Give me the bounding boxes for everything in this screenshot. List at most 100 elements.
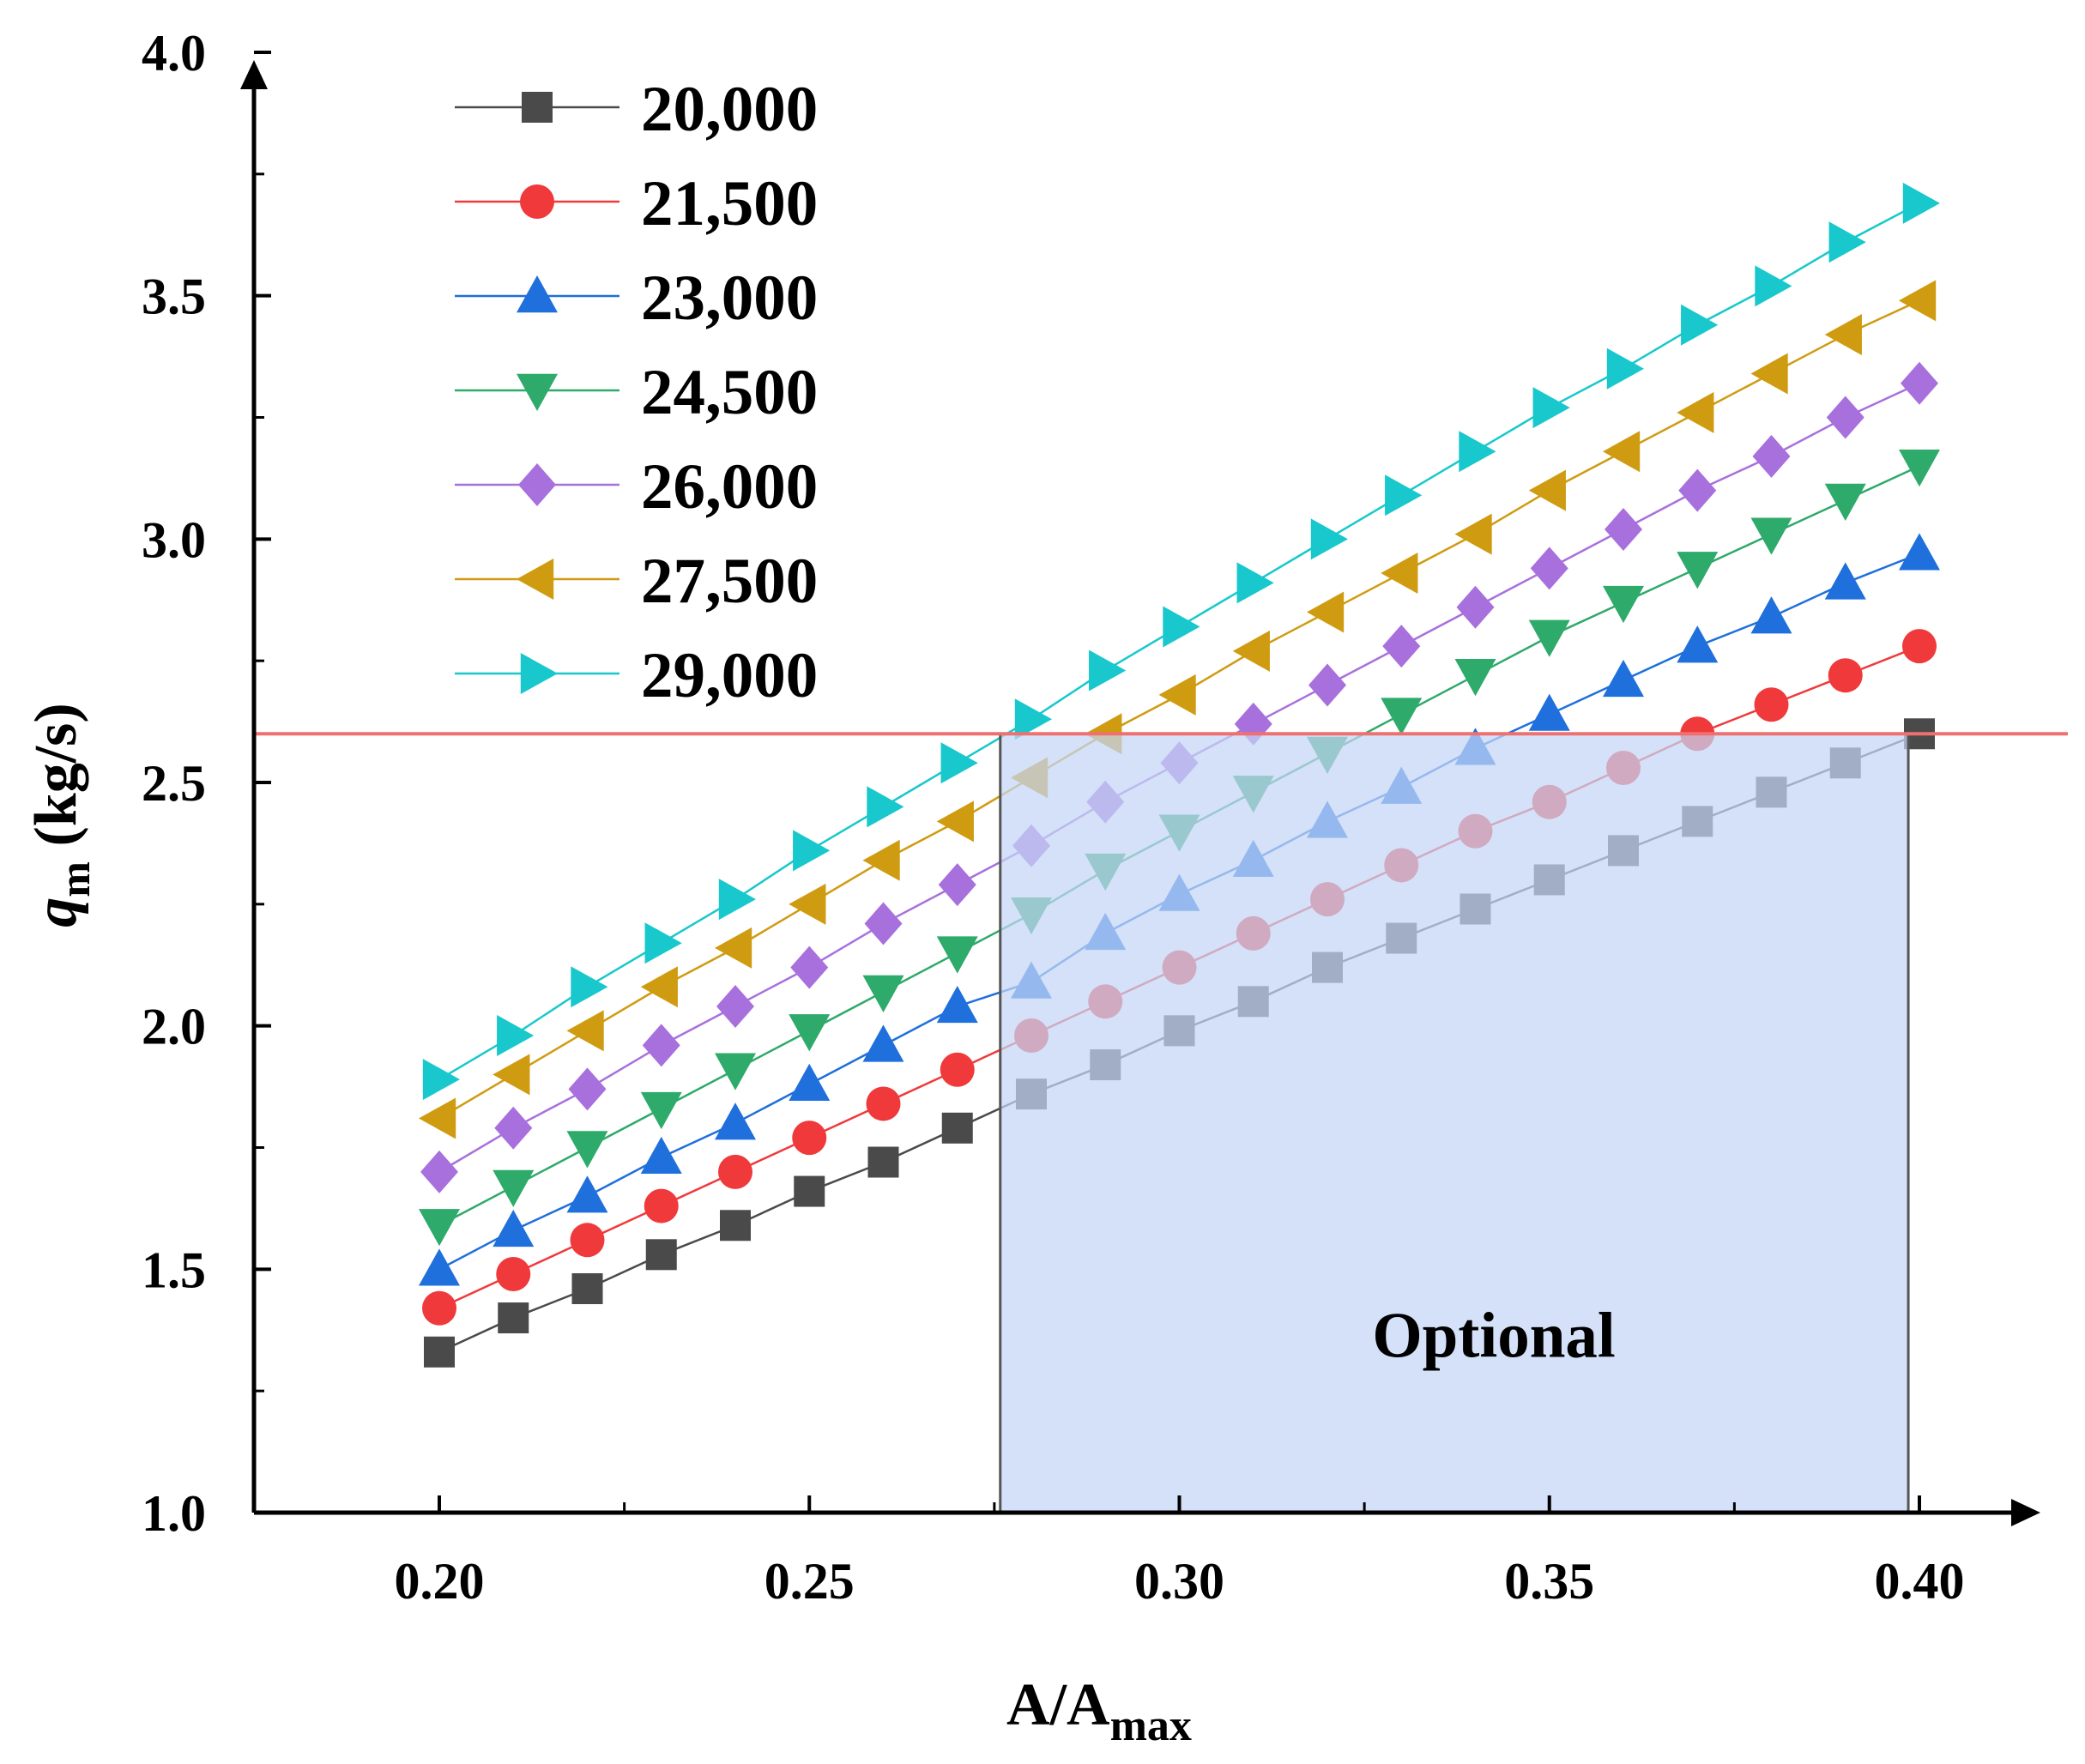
data-point [422, 1059, 460, 1101]
data-point [1899, 450, 1940, 487]
series-layer [419, 182, 1940, 1368]
data-point [566, 1131, 608, 1169]
data-point [566, 1010, 604, 1052]
legend-label: 21,500 [641, 168, 818, 239]
data-point [1603, 431, 1641, 473]
data-point [790, 945, 829, 989]
data-point [1824, 562, 1866, 600]
data-point [938, 863, 976, 907]
data-point [422, 1290, 456, 1326]
data-point [420, 1150, 458, 1193]
legend-label: 20,000 [641, 74, 818, 145]
x-axis-arrow [2011, 1499, 2040, 1526]
data-point [936, 985, 978, 1024]
data-point [940, 742, 978, 784]
data-point [498, 1302, 529, 1334]
legend-label: 26,000 [641, 451, 818, 523]
legend: 20,000 21,500 23,000 24,500 26,000 27,500 29,0… [455, 74, 818, 711]
data-point [493, 1169, 535, 1207]
data-point [1824, 314, 1862, 356]
data-point [867, 1146, 899, 1178]
y-axis-title-main: q [23, 897, 89, 927]
data-point [718, 1154, 752, 1189]
legend-label: 27,500 [641, 546, 818, 617]
data-point [941, 1112, 973, 1144]
legend-marker [522, 92, 553, 123]
data-point [1677, 391, 1714, 433]
data-point [640, 1136, 682, 1175]
optional-region [999, 732, 1910, 1514]
y-ticks: 1.0 1.5 2.0 2.5 3.0 3.5 4.0 [142, 25, 271, 1542]
data-point [1532, 387, 1570, 429]
data-point [718, 879, 756, 921]
data-point [1828, 221, 1866, 263]
y-tick-label: 2.5 [142, 755, 206, 812]
legend-marker [520, 184, 554, 219]
y-axis-title-sub: m [51, 861, 99, 897]
data-point [1528, 693, 1570, 731]
data-point [1603, 659, 1644, 698]
data-point [1677, 625, 1719, 663]
data-point [793, 830, 831, 872]
data-point [571, 966, 608, 1008]
data-point [716, 984, 754, 1028]
data-point [1459, 431, 1496, 473]
data-point [940, 1052, 975, 1087]
data-point [1750, 517, 1792, 555]
data-point [1603, 585, 1644, 624]
data-point [1824, 483, 1866, 521]
x-tick-label: 0.40 [1875, 1553, 1965, 1610]
data-point [1901, 361, 1938, 405]
y-tick-label: 1.0 [142, 1485, 206, 1542]
y-axis-title: qm (kg/s) [23, 703, 99, 927]
data-point [862, 1024, 904, 1062]
data-point [424, 1336, 455, 1368]
data-point [789, 883, 826, 925]
legend-marker [520, 653, 558, 694]
data-point [789, 1063, 831, 1101]
data-point [1678, 468, 1717, 512]
data-point [1606, 347, 1644, 390]
data-point [568, 1067, 607, 1111]
x-axis-title-main: A/A [1006, 1672, 1110, 1738]
x-axis-title: A/Amax [1006, 1672, 1192, 1750]
data-point [862, 975, 904, 1012]
legend-label: 23,000 [641, 263, 818, 334]
data-point [1382, 625, 1421, 668]
legend-marker [517, 373, 558, 411]
data-point [1902, 629, 1937, 664]
data-point [1158, 674, 1196, 716]
x-ticks: 0.20 0.25 0.30 0.35 0.40 [395, 1495, 1965, 1610]
data-point [715, 927, 752, 969]
data-point [496, 1257, 531, 1292]
legend-marker [517, 559, 554, 600]
data-point [645, 1239, 677, 1271]
x-tick-label: 0.35 [1504, 1553, 1594, 1610]
y-tick-label: 3.5 [142, 269, 206, 325]
data-point [493, 1209, 535, 1247]
legend-item: 20,000 [455, 74, 818, 145]
data-point [867, 786, 904, 828]
legend-item: 24,500 [455, 357, 818, 428]
data-point [1826, 396, 1864, 439]
data-point [1752, 434, 1791, 478]
data-point [1750, 353, 1788, 395]
data-point [1530, 547, 1568, 590]
data-point [1385, 474, 1423, 517]
data-point [1750, 596, 1792, 634]
data-point [864, 902, 903, 945]
data-point [794, 1175, 825, 1207]
legend-marker [518, 463, 556, 506]
data-point [1307, 591, 1345, 633]
legend-marker [517, 275, 558, 313]
data-point [1381, 553, 1418, 595]
data-point [1605, 507, 1642, 551]
x-tick-label: 0.20 [395, 1553, 485, 1610]
data-point [936, 936, 978, 974]
data-point [419, 1209, 460, 1247]
data-point [644, 922, 682, 964]
data-point [1089, 649, 1127, 692]
data-point [1308, 663, 1346, 707]
data-point [1899, 533, 1940, 571]
x-tick-label: 0.30 [1134, 1553, 1224, 1610]
